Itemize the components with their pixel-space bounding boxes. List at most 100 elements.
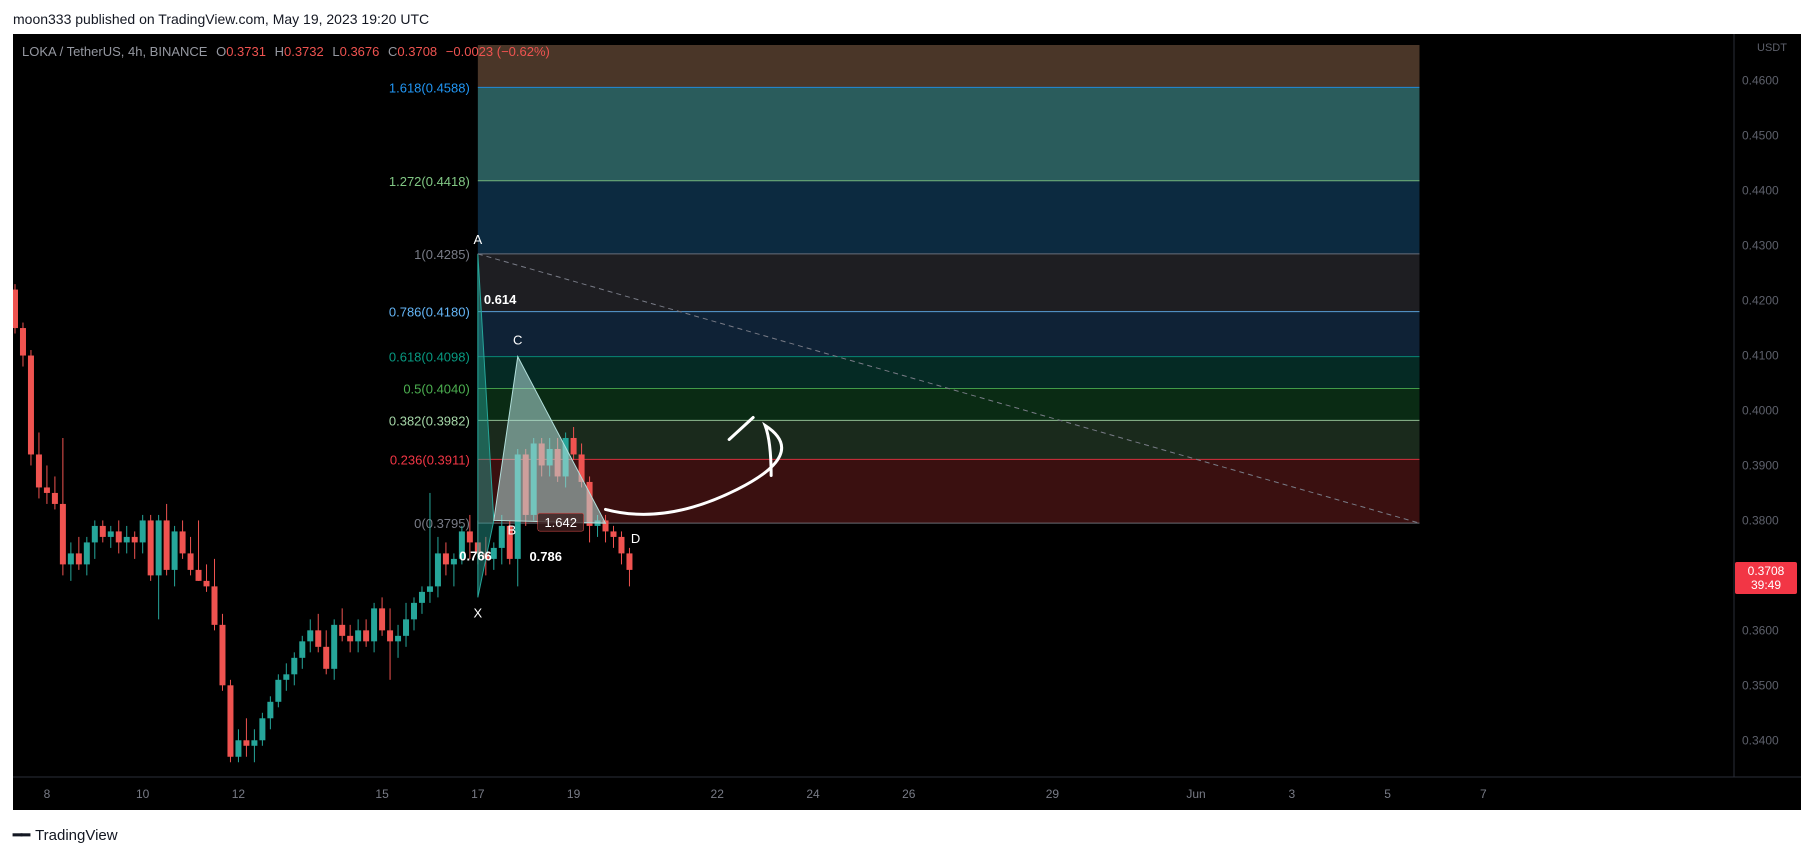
candle-body [482,553,489,559]
candle-body [235,740,242,757]
candle-body [259,718,266,741]
candle-body [219,624,226,686]
candle-body [458,531,465,559]
fib-label-1.272: 1.272(0.4418) [389,174,470,189]
legend-low-label: L [332,44,339,59]
candle-body [403,619,410,636]
candle-body [251,740,258,746]
last-price-marker: 0.3708 39:49 [1735,561,1797,594]
harmonic-pattern: X A B C D 0.614 0.766 0.786 1.642 [459,232,640,621]
time-tick: Jun [1186,787,1205,801]
annotations [477,253,1420,524]
candle-body [426,586,433,592]
candle-body [355,630,362,642]
tradingview-logo-icon: ━━ [13,827,30,844]
price-axis-bg [1734,34,1801,810]
time-tick: 8 [44,787,51,801]
price-tick: 0.4300 [1742,239,1779,253]
chart-area[interactable]: 1.618(0.4588) 1.272(0.4418) 1(0.4285) 0.786… [13,34,1801,810]
candle-body [27,355,34,455]
candle-body [626,553,633,570]
candle-body [59,503,66,565]
time-tick: 26 [902,787,916,801]
hand-drawn-arrow [604,421,784,516]
price-tick: 0.3400 [1742,733,1779,747]
fib-zone-0.786 [477,311,1420,357]
time-tick: 19 [567,787,581,801]
candle-body [267,701,274,719]
candle-body [227,685,234,757]
symbol-legend: LOKA / TetherUS, 4h, BINANCE O0.3731 H0.… [22,44,550,59]
fib-zone-1.618 [477,87,1420,181]
candle-body [498,525,505,548]
price-tick: 0.4000 [1742,403,1779,417]
candle-body [363,630,370,642]
fib-zone-0.382 [477,420,1420,460]
candle-body [147,520,154,576]
time-tick: 29 [1046,787,1060,801]
pattern-point-a: A [474,232,483,247]
pattern-point-x: X [474,605,483,620]
candle-body [331,624,338,669]
pattern-point-d: D [631,531,640,546]
dashed-trend-line [477,253,1420,524]
time-tick: 24 [806,787,820,801]
price-tick: 0.3500 [1742,678,1779,692]
legend-symbol: LOKA / TetherUS, 4h, BINANCE [22,44,208,59]
countdown-value: 39:49 [1751,578,1781,592]
legend-open: 0.3731 [226,44,266,59]
candle-body [418,591,425,603]
candle-body [123,536,130,543]
hand-drawn-arrow-head [727,415,755,441]
candlestick-chart[interactable]: 1.618(0.4588) 1.272(0.4418) 1(0.4285) 0.786… [13,34,1801,810]
candle-body [283,674,290,680]
price-tick: 0.3800 [1742,513,1779,527]
candle-body [299,641,306,658]
price-tick: 0.3900 [1742,458,1779,472]
candle-body [323,646,330,669]
candle-body [91,525,98,543]
candle-body [75,553,82,565]
publisher-line: moon333 published on TradingView.com, Ma… [13,11,430,27]
fib-label-0.786: 0.786(0.4180) [389,305,470,320]
time-tick: 12 [232,787,246,801]
fib-label-0.236: 0.236(0.3911) [390,452,470,467]
price-tick: 0.4400 [1742,184,1779,198]
legend-change: −0.0023 (−0.62%) [446,44,550,59]
brand-name: TradingView [35,826,118,844]
fib-label-0: 0(0.3795) [414,516,470,531]
footer-brand[interactable]: ━━ TradingView [13,826,118,845]
legend-open-label: O [216,44,226,59]
fib-label-1.618: 1.618(0.4588) [389,80,470,95]
last-price-badge [1735,561,1797,594]
time-tick: 15 [375,787,389,801]
time-tick: 5 [1384,787,1391,801]
candle-body [387,630,394,642]
candle-body [371,608,378,642]
price-tick: 0.4100 [1742,349,1779,363]
candle-body [315,630,322,647]
candle-body [51,492,58,504]
candle-body [442,553,449,565]
ratio-label: 0.614 [484,292,517,307]
candle-body [35,454,42,488]
candle-body [578,454,585,482]
fib-zone-1.272 [477,180,1420,254]
candle-body [466,531,473,543]
fib-zone-top [477,44,1420,88]
candle-body [195,569,202,581]
candle-body [139,520,146,543]
fib-zone-1 [477,253,1420,312]
candle-body [115,531,122,543]
candle-body [395,635,402,642]
candle-body [131,536,138,543]
time-tick: 7 [1480,787,1487,801]
legend-high-label: H [275,44,284,59]
price-tick: 0.4500 [1742,129,1779,143]
legend-high: 0.3732 [284,44,324,59]
ratio-label: 0.766 [459,548,492,563]
candle-body [171,531,178,570]
candle-body [19,328,26,356]
fib-zone-0.236 [477,459,1420,524]
legend-low: 0.3676 [340,44,380,59]
